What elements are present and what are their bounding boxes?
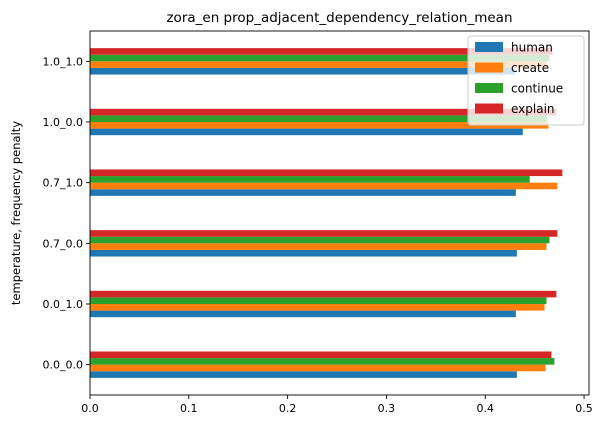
bar-create-0.0_1.0 (90, 304, 545, 311)
y-axis: 0.0_0.0 0.0_1.0 0.7_0.0 0.7_1.0 1.0_0.0 1.0_1… (43, 55, 90, 372)
y-tick-label: 0.7_1.0 (43, 177, 84, 190)
legend-box (467, 35, 585, 126)
bar-explain-1.0_1.0 (90, 48, 553, 55)
y-tick-label: 0.0_1.0 (43, 298, 84, 311)
bar-explain-0.0_1.0 (90, 290, 557, 298)
x-tick-label: 0.0 (81, 402, 99, 415)
bar-explain-0.7_1.0 (90, 169, 563, 177)
bar-explain-0.7_0.0 (90, 230, 558, 237)
bar-create-0.0_0.0 (90, 364, 546, 372)
legend-swatch-human (475, 42, 503, 52)
bar-create-0.7_1.0 (90, 182, 558, 190)
bar-continue-0.0_0.0 (90, 358, 555, 365)
bar-continue-0.7_1.0 (90, 176, 530, 183)
y-tick-label: 1.0_1.0 (43, 55, 84, 68)
legend-label-explain: explain (511, 102, 555, 116)
bar-continue-1.0_1.0 (90, 54, 550, 62)
bar-human-0.7_1.0 (90, 189, 516, 196)
legend: human create continue explain (467, 35, 585, 126)
legend-label-continue: continue (511, 82, 563, 96)
x-tick-label: 0.3 (378, 402, 396, 415)
y-tick-label: 0.7_0.0 (43, 237, 84, 250)
bar-human-0.0_0.0 (90, 371, 517, 378)
legend-label-create: create (511, 61, 549, 75)
bar-create-1.0_0.0 (90, 122, 549, 129)
plot-frame (89, 30, 590, 396)
legend-swatch-continue (475, 83, 503, 93)
bar-continue-0.7_0.0 (90, 236, 550, 244)
x-axis: 0.0 0.1 0.2 0.3 0.4 0.5 (81, 395, 593, 415)
legend-swatch-create (475, 62, 503, 73)
y-axis-label: temperature, frequency penalty (9, 121, 23, 305)
legend-label-human: human (511, 41, 553, 55)
bar-explain-1.0_0.0 (90, 108, 557, 116)
chart-title: zora_en prop_adjacent_dependency_relatio… (166, 10, 512, 26)
bar-create-1.0_1.0 (90, 61, 547, 68)
bar-explain-0.0_0.0 (90, 351, 552, 359)
x-tick-label: 0.5 (575, 402, 593, 415)
bar-human-0.0_1.0 (90, 310, 516, 318)
bar-continue-0.0_1.0 (90, 297, 547, 304)
bar-human-1.0_0.0 (90, 128, 523, 136)
bar-human-0.7_0.0 (90, 249, 517, 257)
x-tick-label: 0.4 (476, 402, 494, 415)
y-tick-label: 1.0_0.0 (43, 116, 84, 129)
y-tick-label: 0.0_0.0 (43, 359, 84, 372)
x-tick-label: 0.1 (180, 402, 198, 415)
bar-continue-1.0_0.0 (90, 115, 548, 122)
x-tick-label: 0.2 (279, 402, 297, 415)
bar-human-1.0_1.0 (90, 67, 515, 75)
legend-swatch-explain (475, 103, 503, 114)
bars-group (90, 48, 563, 378)
bar-create-0.7_0.0 (90, 243, 547, 250)
